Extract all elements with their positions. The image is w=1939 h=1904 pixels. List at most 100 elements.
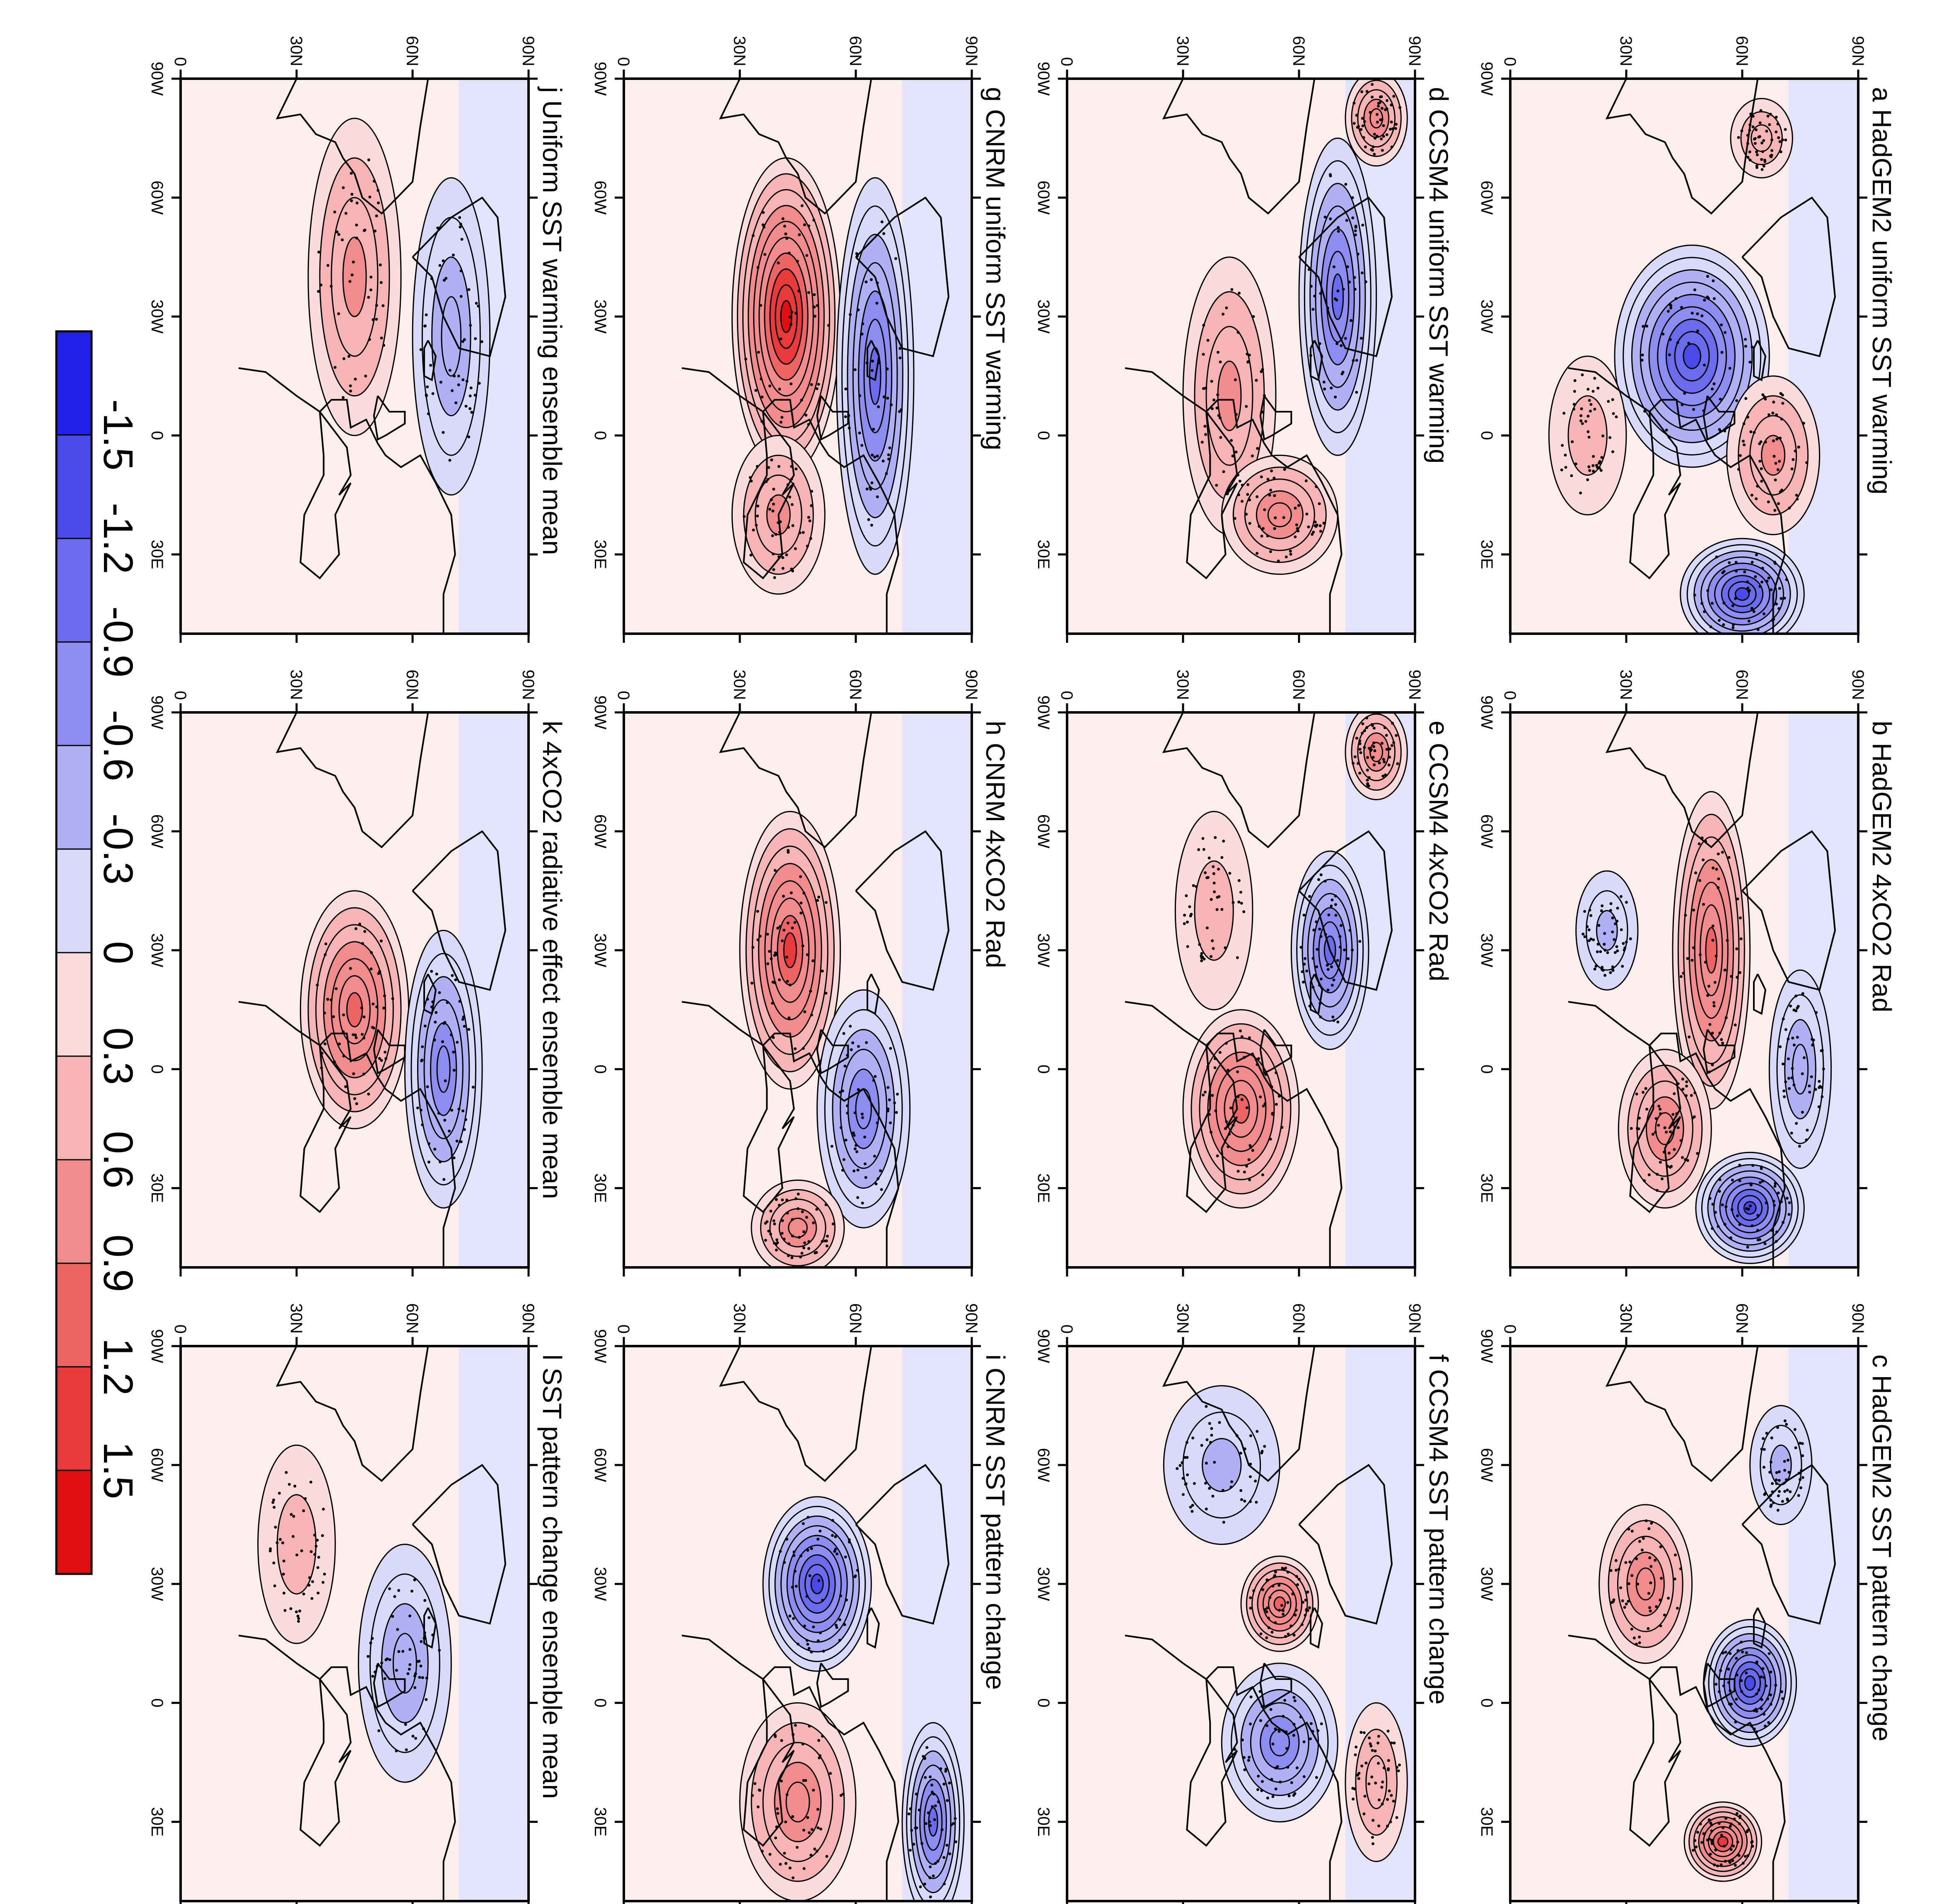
rotated-figure: 90W 60W 30W 0 30E 0 30N 60N 90N a HadGEM2 uniform…	[55, 36, 1897, 1904]
lon-tick-label: 0	[591, 431, 609, 440]
coastline	[1125, 712, 1393, 1267]
lat-tick-label: 0	[1058, 1325, 1076, 1334]
colorbar-label: 1.5	[95, 1441, 141, 1499]
lon-tick-label: 0	[148, 1064, 166, 1074]
lat-tick-label: 0	[171, 1325, 189, 1334]
colorbar-label: 0.3	[95, 1027, 141, 1085]
lat-tick-label: 60N	[1289, 670, 1308, 700]
panel-e: 90W 60W 30W 0 30E 0 30N 60N 90N e CCSM4 4xCO2 Rad	[1034, 670, 1454, 1277]
lat-tick-label: 90N	[1405, 1303, 1424, 1334]
lat-tick-label: 30N	[1617, 1303, 1635, 1334]
anomaly-negative	[357, 1544, 452, 1783]
panel-field	[181, 79, 529, 634]
colorbar-swatch	[56, 1056, 92, 1160]
contour	[441, 296, 462, 377]
significance-stippling	[316, 922, 475, 1181]
field-polar-band	[1345, 712, 1415, 1267]
lat-tick-label: 30N	[1174, 36, 1192, 66]
contour	[1770, 1444, 1792, 1486]
coastline	[681, 79, 950, 634]
panel-frame	[1509, 1345, 1859, 1902]
panel-a: 90W 60W 30W 0 30E 0 30N 60N 90N a HadGEM2 uniform…	[1478, 36, 1897, 643]
lon-tick-label: 30E	[148, 1807, 166, 1836]
panel-title: b HadGEM2 4xCO2 Rad	[1867, 721, 1897, 1012]
lat-tick-label: 0	[614, 57, 633, 66]
colorbar-swatch	[56, 435, 92, 539]
lon-tick-label: 30W	[1478, 299, 1496, 333]
lon-tick-label: 90W	[1034, 1329, 1053, 1363]
field-polar-band	[459, 1346, 529, 1901]
panel-field	[624, 79, 972, 634]
panel-field	[181, 1346, 529, 1901]
contour	[1734, 587, 1750, 601]
panel-g: 90W 60W 30W 0 30E 0 30N 60N 90N g CNRM uniform SS…	[591, 36, 1010, 643]
lat-tick-label: 90N	[962, 36, 980, 66]
lon-tick-label: 60W	[1034, 181, 1053, 215]
panel-frame	[1066, 1345, 1416, 1902]
lon-tick-label: 0	[1034, 1064, 1053, 1074]
lat-tick-label: 30N	[1174, 670, 1192, 700]
lon-tick-label: 30W	[1034, 299, 1053, 333]
lat-tick-label: 30N	[287, 36, 305, 66]
panel-frame	[179, 1345, 530, 1902]
colorbar-label: -1.5	[95, 399, 141, 471]
contour	[1331, 273, 1344, 320]
lon-tick-label: 90W	[1478, 695, 1496, 729]
lon-tick-label: 90W	[148, 695, 166, 729]
anomaly-positive	[1599, 1504, 1693, 1664]
panel-title: h CNRM 4xCO2 Rad	[980, 721, 1010, 968]
anomaly-negative	[1575, 870, 1639, 991]
anomaly-positive	[1221, 454, 1338, 575]
coastline	[1568, 79, 1836, 634]
anomaly-positive	[1548, 355, 1627, 516]
lon-tick-label: 60W	[591, 1448, 609, 1482]
coastline	[238, 1346, 507, 1901]
anomaly-negative	[412, 177, 491, 496]
lat-tick-label: 60N	[846, 36, 864, 66]
contour	[1369, 742, 1384, 763]
panel-h: 90W 60W 30W 0 30E 0 30N 60N 90N h CNRM 4xCO2 Rad	[591, 670, 1010, 1277]
panel-title: f CCSM4 SST pattern change	[1424, 1354, 1454, 1704]
lat-tick-label: 90N	[519, 670, 537, 700]
anomaly-positive	[1345, 79, 1408, 167]
colorbar-label: 0	[95, 941, 141, 964]
lat-tick-label: 30N	[287, 670, 305, 700]
colorbar-swatch	[56, 642, 92, 746]
contour	[1717, 1836, 1729, 1847]
lat-tick-label: 30N	[730, 670, 749, 700]
lat-tick-label: 30N	[1617, 36, 1635, 66]
panel-field	[624, 1346, 972, 1901]
colorbar-label: -1.2	[95, 503, 141, 574]
significance-stippling	[1560, 109, 1809, 631]
contour	[1217, 360, 1242, 431]
panel-frame	[1509, 77, 1859, 635]
lat-tick-label: 30N	[730, 1303, 749, 1334]
lon-tick-label: 90W	[148, 62, 166, 96]
panel-field	[181, 712, 529, 1267]
lon-tick-label: 90W	[1034, 695, 1053, 729]
lon-tick-label: 60W	[148, 814, 166, 848]
contour	[810, 1573, 824, 1595]
colorbar-swatch	[56, 953, 92, 1057]
lat-tick-label: 90N	[962, 1303, 980, 1334]
colorbar-label: -0.9	[95, 606, 141, 678]
panel-d: 90W 60W 30W 0 30E 0 30N 60N 90N d CCSM4 uniform S…	[1034, 36, 1454, 643]
significance-stippling	[750, 849, 899, 1260]
panel-frame	[623, 77, 973, 635]
anomaly-negative	[1768, 969, 1832, 1169]
anomaly-positive	[299, 890, 410, 1129]
coastline	[1125, 1346, 1393, 1901]
contour	[1743, 1201, 1757, 1215]
panel-frame	[1066, 711, 1416, 1269]
anomaly-positive	[1240, 1555, 1319, 1652]
significance-stippling	[317, 158, 483, 462]
lon-tick-label: 30E	[1478, 540, 1496, 569]
lat-tick-label: 90N	[1849, 670, 1867, 700]
coastline	[1125, 79, 1393, 634]
colorbar-swatch	[56, 1470, 92, 1574]
lat-tick-label: 0	[1501, 691, 1519, 700]
panel-frame	[623, 1345, 973, 1902]
panel-k: 90W 60W 30W 0 30E 0 30N 60N 90N k 4xCO2 radiative…	[148, 670, 567, 1277]
anomaly-positive	[1345, 712, 1408, 801]
colorbar-swatch	[56, 331, 92, 435]
